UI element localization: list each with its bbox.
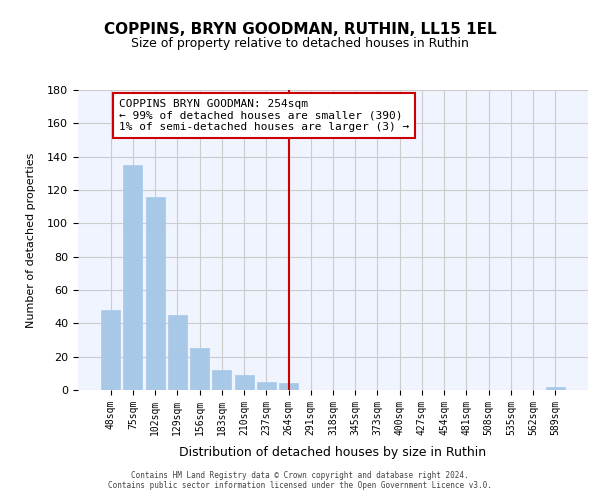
Bar bbox=[546, 386, 565, 390]
Bar bbox=[190, 348, 209, 390]
X-axis label: Distribution of detached houses by size in Ruthin: Distribution of detached houses by size … bbox=[179, 446, 487, 459]
Bar bbox=[146, 196, 164, 390]
Bar bbox=[212, 370, 231, 390]
Text: COPPINS BRYN GOODMAN: 254sqm
← 99% of detached houses are smaller (390)
1% of se: COPPINS BRYN GOODMAN: 254sqm ← 99% of de… bbox=[119, 99, 409, 132]
Bar bbox=[124, 165, 142, 390]
Y-axis label: Number of detached properties: Number of detached properties bbox=[26, 152, 36, 328]
Text: COPPINS, BRYN GOODMAN, RUTHIN, LL15 1EL: COPPINS, BRYN GOODMAN, RUTHIN, LL15 1EL bbox=[104, 22, 496, 38]
Bar bbox=[257, 382, 276, 390]
Text: Contains HM Land Registry data © Crown copyright and database right 2024.
Contai: Contains HM Land Registry data © Crown c… bbox=[108, 470, 492, 490]
Bar bbox=[101, 310, 120, 390]
Bar bbox=[235, 375, 254, 390]
Bar bbox=[279, 384, 298, 390]
Text: Size of property relative to detached houses in Ruthin: Size of property relative to detached ho… bbox=[131, 38, 469, 51]
Bar bbox=[168, 315, 187, 390]
